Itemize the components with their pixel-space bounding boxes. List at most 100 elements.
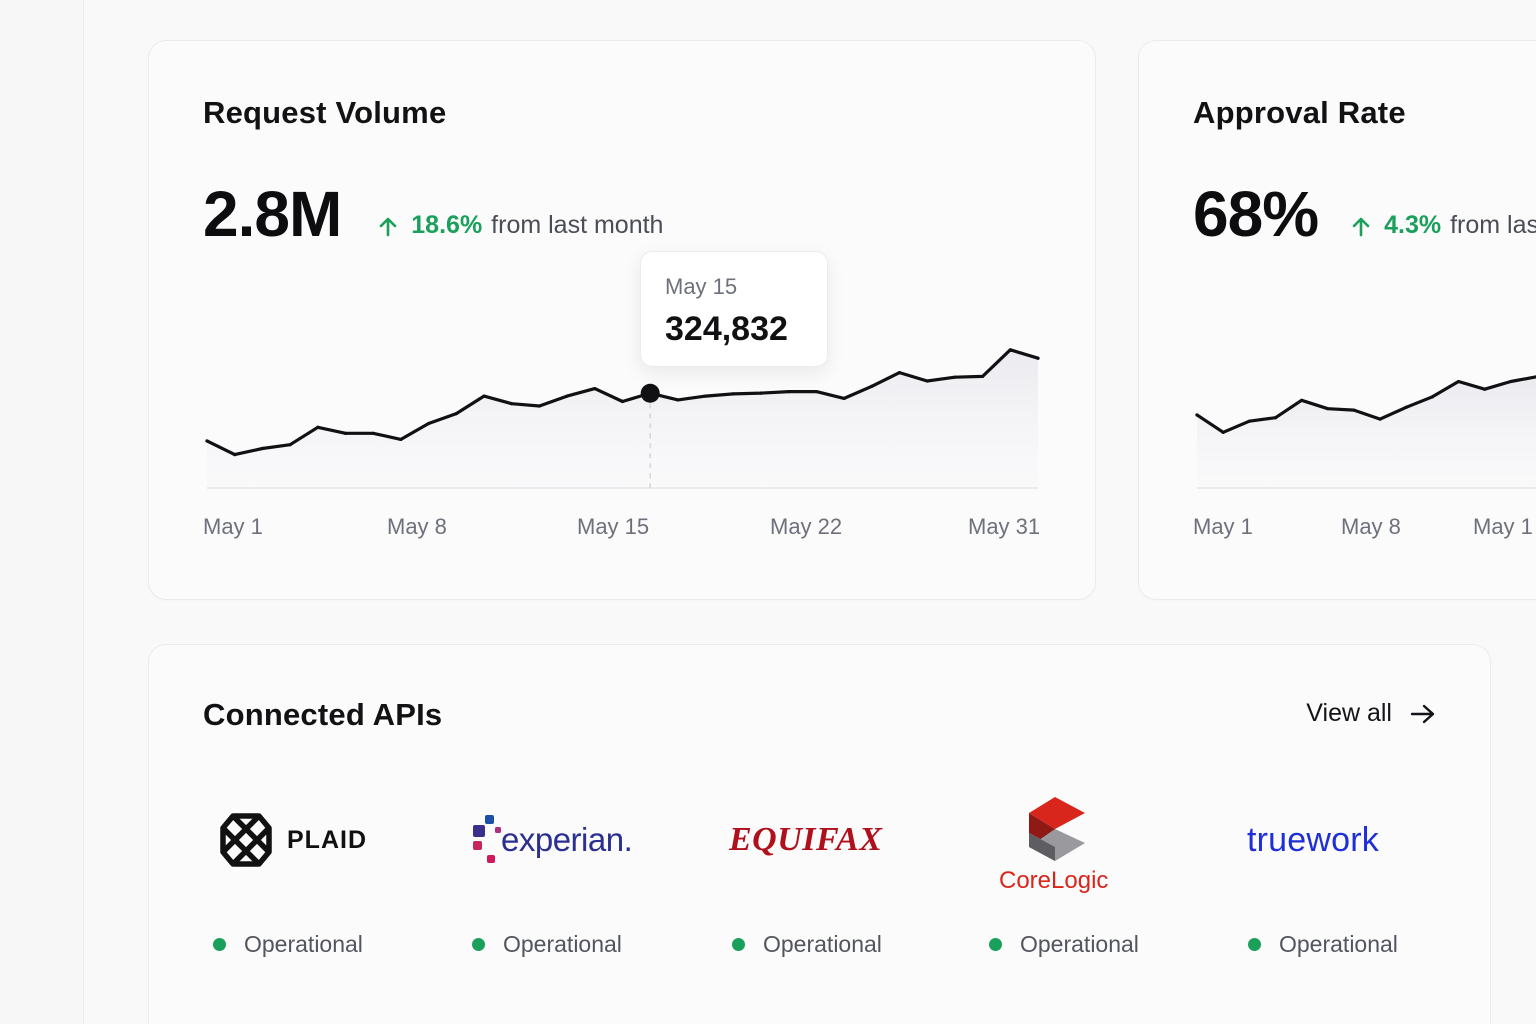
delta-label: from las <box>1450 210 1536 239</box>
data-point <box>1483 387 1487 391</box>
data-point <box>1221 430 1225 434</box>
data-point <box>1300 398 1304 402</box>
data-point <box>288 443 292 447</box>
connected-apis-card: Connected APIs View all PLAID <box>148 644 1491 1024</box>
x-tick-label: May 1 <box>203 514 263 539</box>
x-tick-label: May 22 <box>770 514 843 539</box>
chart-tooltip: May 15 324,832 <box>640 251 828 367</box>
data-point <box>454 412 458 416</box>
highlight-point <box>640 383 660 403</box>
data-point <box>233 453 237 457</box>
data-point <box>399 437 403 442</box>
status-operational: Operational <box>1248 931 1398 958</box>
delta-percent: 4.3% <box>1384 210 1442 239</box>
data-point <box>427 421 431 426</box>
data-point <box>593 386 597 391</box>
request-volume-chart[interactable] <box>149 41 1096 600</box>
data-point <box>787 389 791 394</box>
data-point <box>981 374 985 379</box>
x-tick-label: May 1 <box>1193 514 1253 539</box>
card-title: Request Volume <box>203 95 447 130</box>
view-all-label: View all <box>1306 699 1392 727</box>
metric-value: 2.8M <box>203 178 342 250</box>
data-point <box>953 375 957 379</box>
x-tick-label: May 8 <box>387 514 447 539</box>
api-item-plaid[interactable]: PLAID <box>179 785 409 965</box>
status-label: Operational <box>503 931 622 957</box>
data-point <box>510 402 514 406</box>
status-dot <box>472 938 485 951</box>
request-volume-card: Request Volume 2.8M 18.6% from last mont… <box>148 40 1096 600</box>
chart-area-fill <box>1197 376 1536 488</box>
experian-logo-mark <box>473 815 501 863</box>
data-point <box>343 431 348 435</box>
chart-area-fill <box>207 349 1038 488</box>
api-item-equifax[interactable]: EQUIFAX <box>729 785 959 965</box>
x-tick-label: May 1 <box>1473 514 1533 539</box>
api-item-corelogic[interactable]: CoreLogic <box>989 785 1219 965</box>
data-point <box>759 391 763 395</box>
data-point <box>925 379 929 383</box>
data-point <box>316 425 320 429</box>
data-point <box>731 392 735 396</box>
tooltip-value: 324,832 <box>665 310 788 348</box>
x-tick-label: May 8 <box>1341 514 1401 539</box>
status-label: Operational <box>763 931 882 957</box>
status-label: Operational <box>1279 931 1398 957</box>
data-point <box>205 439 209 443</box>
status-label: Operational <box>244 931 363 957</box>
corelogic-wordmark: CoreLogic <box>999 867 1109 894</box>
data-point <box>676 398 680 402</box>
status-operational: Operational <box>213 931 363 958</box>
data-point <box>482 394 486 398</box>
sidebar <box>0 0 84 1024</box>
data-point <box>1404 405 1408 409</box>
data-point <box>260 446 264 451</box>
view-all-link[interactable]: View all <box>1306 699 1436 728</box>
data-point <box>1326 407 1330 411</box>
equifax-wordmark: EQUIFAX <box>729 821 883 858</box>
data-point <box>1378 417 1382 421</box>
card-title: Connected APIs <box>203 697 443 732</box>
data-point <box>1008 348 1012 352</box>
status-operational: Operational <box>732 931 882 958</box>
status-dot <box>989 938 1002 951</box>
data-point <box>1036 356 1040 360</box>
data-point <box>1430 395 1434 399</box>
data-point <box>1509 379 1513 384</box>
status-operational: Operational <box>989 931 1139 958</box>
data-point <box>565 394 569 398</box>
equifax-logo: EQUIFAX <box>729 785 959 895</box>
data-point <box>371 431 375 435</box>
plaid-wordmark: PLAID <box>287 825 367 854</box>
delta-indicator: 4.3% from las <box>1350 211 1536 240</box>
plaid-logo-mark <box>220 813 272 867</box>
experian-logo: experian. <box>465 785 695 895</box>
delta-indicator: 18.6% from last month <box>377 211 663 240</box>
data-point <box>897 371 902 375</box>
delta-percent: 18.6% <box>411 210 483 239</box>
data-point <box>1195 413 1199 417</box>
data-point <box>1273 416 1278 420</box>
data-point <box>1352 408 1356 412</box>
status-operational: Operational <box>472 931 622 958</box>
api-item-truework[interactable]: truework <box>1239 785 1469 965</box>
arrow-up-icon <box>1352 217 1370 237</box>
x-tick-label: May 15 <box>577 514 650 539</box>
series-line <box>1195 375 1536 434</box>
metric-row: 68% 4.3% from las <box>1193 177 1536 251</box>
status-label: Operational <box>1020 931 1139 957</box>
data-point <box>620 399 625 404</box>
api-item-experian[interactable]: experian. <box>465 785 695 965</box>
plaid-logo: PLAID <box>179 785 409 895</box>
data-point <box>814 389 819 394</box>
tooltip-date: May 15 <box>665 274 738 299</box>
approval-rate-chart[interactable] <box>1139 41 1536 600</box>
data-point <box>1456 379 1461 384</box>
status-dot <box>732 938 745 951</box>
metric-row: 2.8M 18.6% from last month <box>203 177 663 251</box>
x-tick-label: May 31 <box>968 514 1041 539</box>
data-point <box>870 384 874 388</box>
arrow-right-icon <box>1410 704 1435 723</box>
data-point <box>1247 419 1251 423</box>
